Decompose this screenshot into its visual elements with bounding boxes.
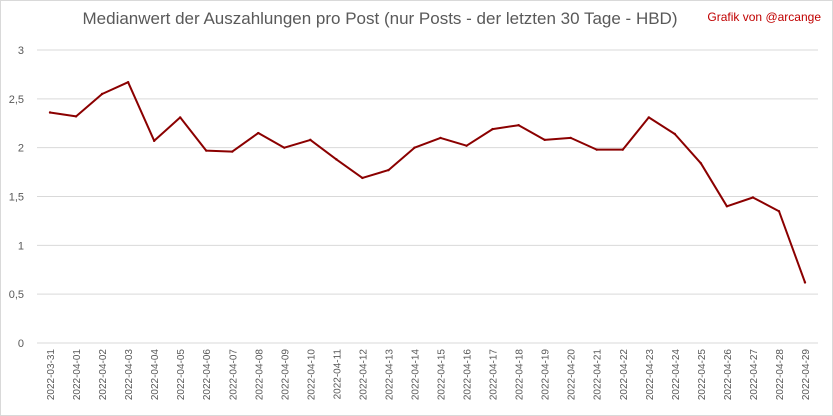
series-line xyxy=(49,81,806,284)
x-tick-label: 2022-04-18 xyxy=(515,349,526,401)
y-tick-label: 0 xyxy=(18,338,24,350)
x-tick-label: 2022-03-31 xyxy=(46,349,57,401)
data-point xyxy=(491,127,494,131)
x-tick-label: 2022-04-04 xyxy=(150,349,161,401)
y-tick-label: 3 xyxy=(18,45,24,57)
data-point xyxy=(647,116,650,119)
data-point xyxy=(517,124,520,127)
y-tick-label: 2 xyxy=(18,143,24,155)
credit-label: Grafik von @arcange xyxy=(707,10,821,24)
data-point xyxy=(335,158,338,161)
y-tick-label: 1,5 xyxy=(9,192,24,204)
x-tick-label: 2022-04-08 xyxy=(254,349,265,401)
x-tick-label: 2022-04-21 xyxy=(593,349,604,401)
data-point xyxy=(569,136,572,140)
x-tick-label: 2022-04-29 xyxy=(801,349,812,401)
data-point xyxy=(309,138,312,142)
x-tick-label: 2022-04-23 xyxy=(645,349,656,401)
data-point xyxy=(777,209,781,213)
x-tick-label: 2022-04-12 xyxy=(358,349,369,401)
data-point xyxy=(725,205,729,208)
data-point xyxy=(178,116,182,119)
x-tick-label: 2022-04-14 xyxy=(410,349,421,401)
x-tick-label: 2022-04-20 xyxy=(567,349,578,401)
y-tick-label: 2,5 xyxy=(9,94,24,106)
data-point xyxy=(231,150,234,153)
data-point xyxy=(595,148,598,151)
data-point xyxy=(74,115,78,118)
x-tick-label: 2022-04-06 xyxy=(202,349,213,401)
data-point xyxy=(673,132,677,136)
x-tick-label: 2022-04-17 xyxy=(489,349,500,401)
y-tick-label: 0,5 xyxy=(9,289,24,301)
data-point xyxy=(803,281,807,284)
x-tick-label: 2022-04-19 xyxy=(541,349,552,401)
x-tick-label: 2022-04-09 xyxy=(280,349,291,401)
data-point xyxy=(126,81,130,84)
data-point xyxy=(621,148,624,151)
data-point xyxy=(439,136,442,140)
data-point xyxy=(465,144,468,147)
data-point xyxy=(48,111,52,114)
data-point xyxy=(100,92,104,96)
x-tick-label: 2022-04-02 xyxy=(98,349,109,401)
x-tick-label: 2022-04-13 xyxy=(384,349,395,401)
x-tick-label: 2022-04-25 xyxy=(697,349,708,401)
x-tick-label: 2022-04-28 xyxy=(775,349,786,401)
x-tick-label: 2022-04-22 xyxy=(619,349,630,401)
data-point xyxy=(543,138,546,142)
series-layer xyxy=(48,81,807,284)
x-tick-label: 2022-04-11 xyxy=(332,349,343,400)
data-point xyxy=(699,162,703,165)
data-point xyxy=(413,146,416,149)
y-axis-ticks: 0 0,5 1 1,5 2 2,5 3 xyxy=(9,45,24,350)
data-point xyxy=(361,176,364,180)
data-point xyxy=(152,139,156,143)
y-tick-label: 1 xyxy=(18,240,24,252)
chart-title: Medianwert der Auszahlungen pro Post (nu… xyxy=(82,9,678,28)
data-point xyxy=(205,149,208,152)
x-axis-ticks: 2022-03-31 2022-04-01 2022-04-02 2022-04-03… xyxy=(46,349,812,401)
x-tick-label: 2022-04-05 xyxy=(176,349,187,401)
x-tick-label: 2022-04-16 xyxy=(463,349,474,401)
x-tick-label: 2022-04-27 xyxy=(749,349,760,401)
gridlines xyxy=(37,49,818,344)
x-tick-label: 2022-04-26 xyxy=(723,349,734,401)
x-tick-label: 2022-04-15 xyxy=(437,349,448,401)
x-tick-label: 2022-04-07 xyxy=(228,349,239,401)
data-point xyxy=(283,146,286,149)
x-tick-label: 2022-04-03 xyxy=(124,349,135,401)
data-point xyxy=(751,196,755,199)
data-point xyxy=(257,131,260,135)
x-tick-label: 2022-04-24 xyxy=(671,349,682,401)
x-tick-label: 2022-04-01 xyxy=(72,349,83,401)
x-tick-label: 2022-04-10 xyxy=(306,349,317,401)
data-point xyxy=(387,168,390,172)
